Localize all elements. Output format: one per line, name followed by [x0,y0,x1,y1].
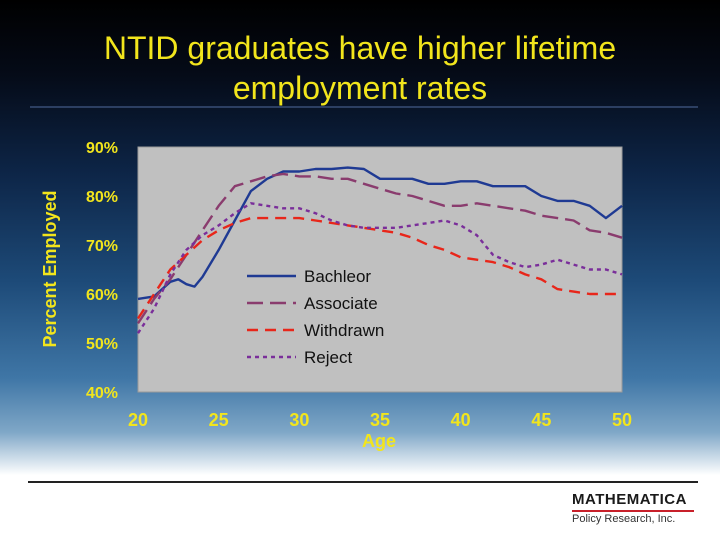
title-line-1: NTID graduates have higher lifetime [103,30,617,66]
legend-label-associate: Associate [304,294,378,313]
slide-title: NTID graduates have higher lifetime empl… [20,28,700,108]
footer-divider [28,481,698,483]
x-axis-title: Age [362,431,396,451]
y-tick-label: 80% [86,189,118,206]
plot-area [137,146,623,393]
x-tick-label: 25 [209,410,229,430]
mathematica-logo: MATHEMATICA Policy Research, Inc. [572,491,696,531]
x-tick-label: 40 [451,410,471,430]
legend-label-withdrawn: Withdrawn [304,321,384,340]
title-divider [30,106,698,108]
y-tick-label: 60% [86,287,118,304]
y-tick-label: 70% [86,238,118,255]
y-axis-title: Percent Employed [40,190,60,347]
legend-label-reject: Reject [304,348,352,367]
x-tick-label: 30 [289,410,309,430]
logo-accent-bar [572,510,694,512]
logo-wordmark: MATHEMATICA [572,491,687,508]
y-tick-label: 50% [86,336,118,353]
x-tick-label: 45 [531,410,551,430]
y-tick-label: 40% [86,385,118,402]
x-tick-label: 50 [612,410,632,430]
x-tick-label: 20 [128,410,148,430]
x-tick-label: 35 [370,410,390,430]
legend-label-bachleor: Bachleor [304,267,371,286]
title-line-2: employment rates [232,70,488,106]
logo-tagline: Policy Research, Inc. [572,513,676,525]
series-line-bachleor [137,166,623,301]
y-tick-label: 90% [86,140,118,157]
series-line-withdrawn [136,216,622,320]
series-line-reject [136,202,623,334]
series-line-associate [136,172,623,325]
